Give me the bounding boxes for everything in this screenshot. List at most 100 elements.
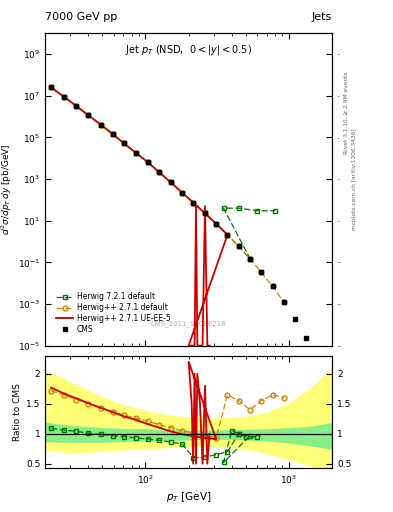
CMS [157,169,162,176]
Herwig++ 2.7.1 UE-EE-5 [99,122,103,128]
Herwig 7.2.1 default [74,103,79,109]
Herwig++ 2.7.1 default [122,140,127,146]
Herwig++ 2.7.1 default [134,150,138,156]
Herwig 7.2.1 default [225,232,230,238]
Herwig++ 2.7.1 UE-EE-5 [198,343,202,349]
Herwig 7.2.1 default [145,159,150,165]
CMS [134,150,138,156]
CMS [214,221,219,227]
CMS [225,232,230,238]
Y-axis label: Ratio to CMS: Ratio to CMS [13,383,22,441]
Herwig 7.2.1 default [214,221,219,227]
Herwig++ 2.7.1 UE-EE-5 [207,343,212,349]
CMS [168,179,173,185]
CMS [282,299,286,305]
CMS [122,140,127,146]
CMS [236,243,241,249]
Herwig++ 2.7.1 UE-EE-5 [189,343,194,349]
Herwig++ 2.7.1 UE-EE-5 [194,203,198,209]
CMS [293,316,298,323]
Herwig++ 2.7.1 default [49,84,53,91]
Herwig++ 2.7.1 default [157,169,162,176]
Herwig 7.2.1 default [157,169,162,176]
Line: CMS: CMS [49,85,320,360]
CMS [248,256,253,262]
Text: 7000 GeV pp: 7000 GeV pp [45,11,118,22]
CMS [99,122,103,128]
CMS [49,84,53,91]
Herwig++ 2.7.1 default [180,189,184,196]
Herwig 7.2.1 default [221,205,226,211]
Herwig++ 2.7.1 default [270,283,275,289]
Herwig 7.2.1 default [191,200,196,206]
Herwig 7.2.1 default [99,122,103,128]
Herwig++ 2.7.1 default [259,269,264,275]
Herwig 7.2.1 default [273,208,277,214]
CMS [270,283,275,289]
Herwig++ 2.7.1 UE-EE-5 [191,200,196,206]
Herwig++ 2.7.1 UE-EE-5 [49,84,53,91]
Line: Herwig++ 2.7.1 UE-EE-5: Herwig++ 2.7.1 UE-EE-5 [51,88,228,346]
CMS [62,94,66,100]
Herwig++ 2.7.1 default [248,256,253,262]
CMS [259,269,264,275]
Text: CMS_2011_S9086218: CMS_2011_S9086218 [151,320,226,327]
Herwig++ 2.7.1 UE-EE-5 [200,343,205,349]
Herwig++ 2.7.1 UE-EE-5 [157,169,162,176]
Herwig 7.2.1 default [110,131,115,137]
Herwig++ 2.7.1 default [214,221,219,227]
Herwig++ 2.7.1 UE-EE-5 [74,103,79,109]
CMS [86,112,91,118]
Herwig++ 2.7.1 UE-EE-5 [134,150,138,156]
CMS [304,335,309,342]
Herwig 7.2.1 default [134,150,138,156]
Herwig++ 2.7.1 default [62,94,66,100]
Herwig 7.2.1 default [86,112,91,118]
Herwig++ 2.7.1 default [145,159,150,165]
Herwig++ 2.7.1 UE-EE-5 [62,94,66,100]
CMS [191,200,196,206]
Herwig++ 2.7.1 default [99,122,103,128]
Line: Herwig++ 2.7.1 default: Herwig++ 2.7.1 default [49,85,286,305]
Herwig 7.2.1 default [180,189,184,196]
Y-axis label: $d^2\sigma/dp_T\,dy$ [pb/GeV]: $d^2\sigma/dp_T\,dy$ [pb/GeV] [0,143,14,236]
Herwig 7.2.1 default [237,205,242,211]
Herwig 7.2.1 default [255,208,259,214]
Line: Herwig 7.2.1 default: Herwig 7.2.1 default [49,85,277,262]
CMS [202,210,207,216]
Herwig++ 2.7.1 default [191,200,196,206]
Herwig++ 2.7.1 UE-EE-5 [122,140,127,146]
Herwig 7.2.1 default [248,256,253,262]
Herwig++ 2.7.1 default [110,131,115,137]
Herwig++ 2.7.1 UE-EE-5 [195,343,200,349]
Herwig++ 2.7.1 default [202,210,207,216]
CMS [180,189,184,196]
Herwig++ 2.7.1 UE-EE-5 [110,131,115,137]
Herwig++ 2.7.1 default [282,299,286,305]
Herwig 7.2.1 default [202,210,207,216]
X-axis label: $p_T$ [GeV]: $p_T$ [GeV] [166,490,211,504]
Herwig++ 2.7.1 UE-EE-5 [86,112,91,118]
CMS [74,103,79,109]
Text: mcplots.cern.ch [arXiv:1306.3436]: mcplots.cern.ch [arXiv:1306.3436] [352,129,357,230]
Herwig 7.2.1 default [236,243,241,249]
Herwig++ 2.7.1 default [168,179,173,185]
CMS [145,159,150,165]
Text: Jets: Jets [312,11,332,22]
Herwig++ 2.7.1 UE-EE-5 [205,343,210,349]
Herwig++ 2.7.1 UE-EE-5 [225,232,230,238]
Herwig 7.2.1 default [49,84,53,91]
Herwig++ 2.7.1 UE-EE-5 [180,189,184,196]
Herwig++ 2.7.1 default [225,232,230,238]
Herwig++ 2.7.1 default [74,103,79,109]
Herwig++ 2.7.1 UE-EE-5 [168,179,173,185]
Text: Rivet 3.1.10, ≥ 2.9M events: Rivet 3.1.10, ≥ 2.9M events [344,71,349,154]
Herwig 7.2.1 default [168,179,173,185]
Herwig++ 2.7.1 UE-EE-5 [186,343,191,349]
Herwig 7.2.1 default [122,140,127,146]
Text: Jet $p_T$ (NSD,  $0 < |y| < 0.5$): Jet $p_T$ (NSD, $0 < |y| < 0.5$) [125,42,252,57]
CMS [315,355,320,361]
Herwig++ 2.7.1 UE-EE-5 [145,159,150,165]
Herwig++ 2.7.1 default [236,243,241,249]
Herwig++ 2.7.1 UE-EE-5 [214,221,219,227]
